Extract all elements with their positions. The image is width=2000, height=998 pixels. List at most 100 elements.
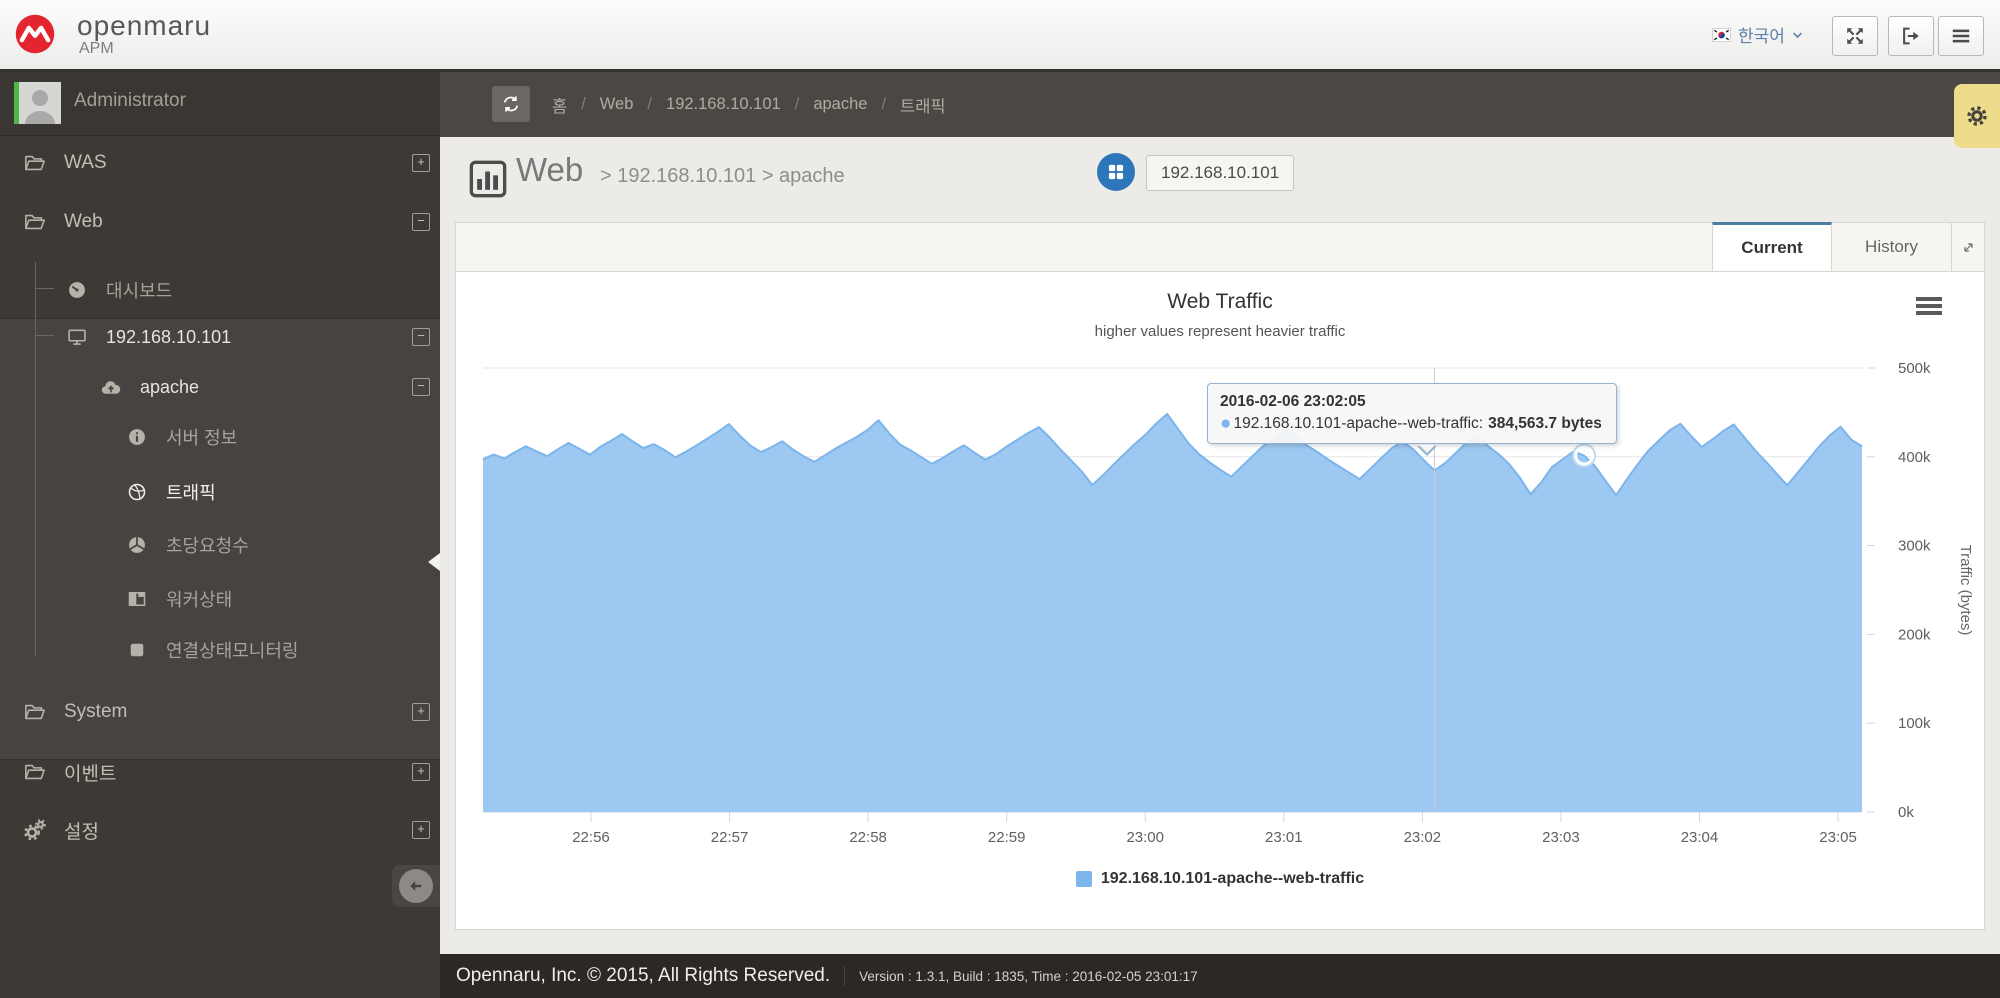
top-header: openmaru APM 한국어 bbox=[0, 0, 2000, 72]
sidebar-item-worker[interactable]: 워커상태 bbox=[0, 577, 440, 621]
grid-icon bbox=[1108, 164, 1124, 180]
footer: Opennaru, Inc. © 2015, All Rights Reserv… bbox=[440, 954, 2000, 998]
sidebar-item-connection[interactable]: 연결상태모니터링 bbox=[0, 628, 440, 672]
columns-icon bbox=[122, 589, 152, 609]
user-name: Administrator bbox=[74, 90, 186, 111]
korea-flag-icon bbox=[1712, 27, 1731, 42]
legend-swatch bbox=[1075, 871, 1092, 887]
page-settings-button[interactable] bbox=[1954, 84, 2000, 148]
sidebar-item-label: 서버 정보 bbox=[166, 428, 238, 448]
avatar bbox=[19, 82, 61, 124]
globe-icon bbox=[122, 482, 152, 502]
expand-toggle[interactable]: + bbox=[412, 703, 430, 721]
refresh-button[interactable] bbox=[492, 86, 530, 122]
sidebar-item-label: System bbox=[64, 701, 128, 722]
expand-toggle[interactable]: + bbox=[412, 763, 430, 781]
footer-copyright: Opennaru, Inc. © 2015, All Rights Reserv… bbox=[456, 965, 831, 986]
sidebar-item-label: 트래픽 bbox=[166, 483, 216, 503]
svg-text:23:04: 23:04 bbox=[1681, 829, 1719, 846]
sidebar-item-label: 초당요청수 bbox=[166, 536, 249, 556]
sidebar-item-label: 이벤트 bbox=[64, 763, 117, 785]
sidebar-item-label: 연결상태모니터링 bbox=[166, 641, 299, 661]
page-title-path: > 192.168.10.101 > apache bbox=[600, 165, 845, 187]
sidebar-item-label: WAS bbox=[64, 152, 107, 173]
square-icon bbox=[122, 640, 152, 660]
sidebar-item-traffic[interactable]: 트래픽 bbox=[0, 470, 440, 514]
tab-history[interactable]: History bbox=[1832, 223, 1952, 271]
sidebar-item-server-info[interactable]: 서버 정보 bbox=[0, 415, 440, 459]
svg-text:23:05: 23:05 bbox=[1819, 829, 1857, 846]
sidebar-item-system[interactable]: System + bbox=[0, 690, 440, 734]
expand-toggle[interactable]: + bbox=[412, 154, 430, 172]
sidebar-item-was[interactable]: WAS + bbox=[0, 141, 440, 185]
breadcrumb-web[interactable]: Web bbox=[599, 95, 634, 113]
fullscreen-button[interactable] bbox=[1832, 16, 1878, 56]
sidebar-item-label: Web bbox=[64, 211, 103, 232]
tooltip-arrow bbox=[1419, 445, 1435, 453]
sidebar-item-host[interactable]: 192.168.10.101 − bbox=[0, 315, 440, 359]
tab-current[interactable]: Current bbox=[1712, 222, 1832, 271]
expand-icon bbox=[1963, 242, 1973, 252]
server-chip[interactable]: 192.168.10.101 bbox=[1146, 155, 1295, 191]
tree-guide-line bbox=[35, 262, 36, 656]
breadcrumb-apache[interactable]: apache bbox=[813, 95, 868, 113]
folder-icon bbox=[20, 152, 50, 174]
sidebar-item-label: 192.168.10.101 bbox=[106, 326, 232, 347]
traffic-area-chart[interactable]: 0k 100k 200k 300k 400k 500k 22:56 22:57 22:58 22:… bbox=[455, 270, 1985, 930]
header-menu-button[interactable] bbox=[1938, 16, 1984, 56]
expand-panel-button[interactable] bbox=[1952, 223, 1984, 271]
breadcrumb-separator: / bbox=[581, 95, 586, 113]
settings-gear-icon bbox=[1967, 106, 1987, 126]
svg-text:0k: 0k bbox=[1898, 804, 1914, 821]
sidebar-item-apache[interactable]: apache − bbox=[0, 365, 440, 409]
breadcrumb-home[interactable]: 홈 bbox=[552, 97, 568, 116]
chart-subtitle: higher values represent heavier traffic bbox=[1094, 323, 1346, 340]
tooltip-value: 384,563.7 bytes bbox=[1488, 415, 1602, 432]
svg-text:Traffic (bytes): Traffic (bytes) bbox=[1957, 545, 1974, 636]
fullscreen-icon bbox=[1847, 28, 1863, 44]
collapse-arrow-icon bbox=[399, 869, 433, 903]
svg-text:22:59: 22:59 bbox=[988, 829, 1026, 846]
collapse-toggle[interactable]: − bbox=[412, 328, 430, 346]
legend-item[interactable]: 192.168.10.101-apache--web-traffic bbox=[455, 870, 1985, 888]
tree-stub bbox=[36, 288, 54, 289]
breadcrumb-traffic[interactable]: 트래픽 bbox=[900, 97, 946, 116]
legend-label: 192.168.10.101-apache--web-traffic bbox=[1100, 870, 1365, 887]
breadcrumb-separator: / bbox=[794, 95, 800, 113]
sidebar-item-event[interactable]: 이벤트 + bbox=[0, 750, 440, 794]
folder-icon bbox=[20, 211, 50, 233]
collapse-toggle[interactable]: − bbox=[412, 213, 430, 231]
svg-text:23:01: 23:01 bbox=[1265, 829, 1303, 846]
folder-icon bbox=[20, 701, 50, 723]
tooltip-series-dot: ● bbox=[1220, 413, 1232, 434]
svg-text:400k: 400k bbox=[1898, 449, 1931, 466]
language-label: 한국어 bbox=[1738, 27, 1785, 46]
server-group-button[interactable] bbox=[1097, 153, 1135, 191]
svg-text:500k: 500k bbox=[1898, 360, 1931, 377]
footer-version: Version : 1.3.1, Build : 1835, Time : 20… bbox=[859, 968, 1198, 984]
sidebar-item-label: 워커상태 bbox=[166, 590, 233, 610]
tab-strip: Current History bbox=[456, 222, 1984, 272]
monitor-icon bbox=[62, 327, 92, 347]
logout-button[interactable] bbox=[1888, 16, 1934, 56]
sidebar-collapse-button[interactable] bbox=[392, 865, 440, 907]
web-submenu-panel bbox=[0, 318, 440, 760]
user-row[interactable]: Administrator bbox=[0, 72, 440, 136]
breadcrumb-host[interactable]: 192.168.10.101 bbox=[666, 95, 781, 113]
sidebar-item-rps[interactable]: 초당요청수 bbox=[0, 523, 440, 567]
svg-text:300k: 300k bbox=[1898, 538, 1931, 555]
expand-toggle[interactable]: + bbox=[412, 821, 430, 839]
sidebar-item-label: 설정 bbox=[64, 821, 99, 843]
svg-text:23:03: 23:03 bbox=[1542, 829, 1580, 846]
chart-menu-icon[interactable] bbox=[1916, 297, 1942, 317]
brand-logo[interactable] bbox=[14, 13, 56, 55]
brand-sub: APM bbox=[79, 40, 114, 57]
svg-text:22:57: 22:57 bbox=[711, 829, 749, 846]
sidebar-item-dashboard[interactable]: 대시보드 bbox=[0, 268, 440, 312]
collapse-toggle[interactable]: − bbox=[412, 378, 430, 396]
language-selector[interactable]: 한국어 bbox=[1712, 22, 1803, 47]
sidebar-item-web[interactable]: Web − bbox=[0, 200, 440, 244]
sidebar-item-settings[interactable]: 설정 + bbox=[0, 808, 440, 852]
brand-name: openmaru bbox=[77, 10, 212, 41]
